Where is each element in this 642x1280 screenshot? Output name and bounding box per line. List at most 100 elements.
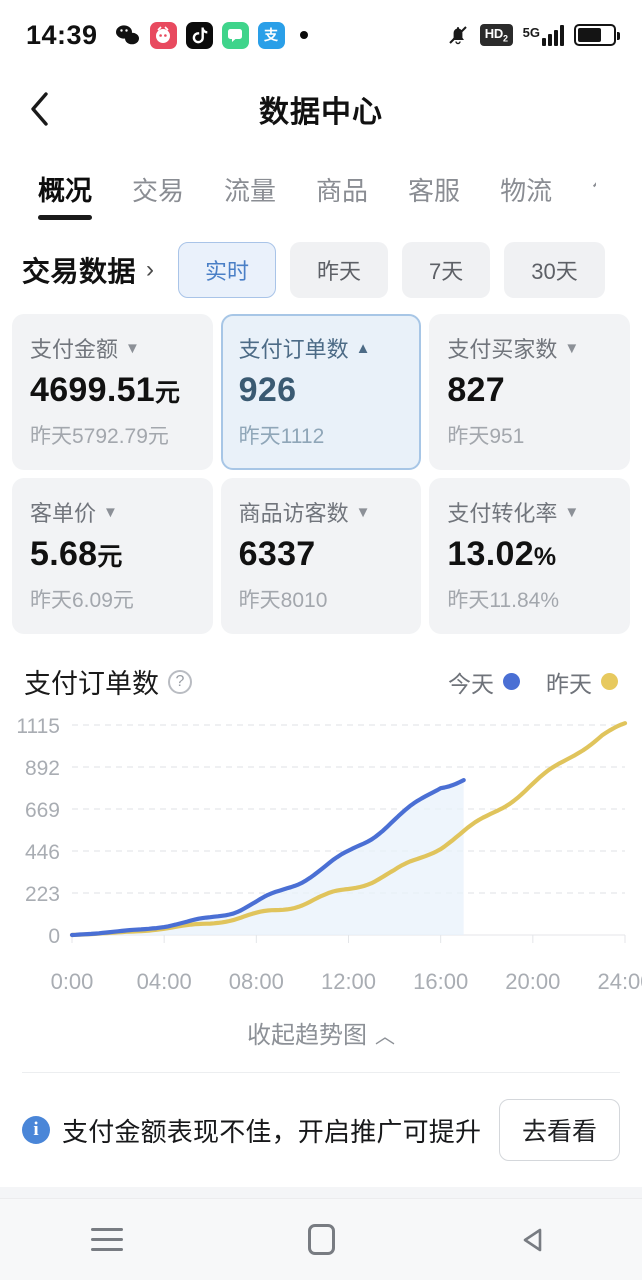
- page-title: 数据中心: [259, 96, 383, 129]
- metric-subtext: 昨天1112: [238, 425, 325, 448]
- chevron-up-icon: ︿: [375, 1026, 395, 1048]
- back-nav-button[interactable]: [475, 1225, 595, 1255]
- metric-subtext: 昨天11.84%: [447, 589, 559, 612]
- metric-value-number: 827: [447, 371, 505, 409]
- metric-value-number: 4699.51: [30, 371, 156, 409]
- metric-label: 支付买家数 ▼: [447, 332, 612, 364]
- metric-subtext: 昨天951: [447, 425, 525, 448]
- metric-label-text: 支付金额: [30, 337, 119, 362]
- metric-value-number: 13.02: [447, 535, 534, 573]
- question-mark-icon[interactable]: ?: [168, 669, 192, 694]
- status-time: 14:39: [26, 19, 98, 50]
- metric-value: 13.02%: [447, 535, 612, 574]
- caret-down-icon: ▼: [564, 503, 580, 521]
- metric-card-payment-amount[interactable]: 支付金额 ▼ 4699.51元 昨天5792.79元: [12, 314, 213, 470]
- transaction-panel: 交易数据 › 实时 昨天 7天 30天 支付金额 ▼ 4699.51元: [0, 224, 642, 1187]
- filter-30days[interactable]: 30天: [504, 242, 605, 298]
- xiaohongshu-icon: [149, 21, 177, 49]
- metric-grid: 支付金额 ▼ 4699.51元 昨天5792.79元 支付订单数 ▲ 926 昨…: [0, 314, 642, 644]
- svg-text:223: 223: [25, 883, 60, 906]
- status-app-icons: 支: [114, 21, 308, 49]
- nav-bar: 数据中心: [0, 70, 642, 148]
- home-button[interactable]: [261, 1224, 381, 1255]
- android-nav-bar: [0, 1198, 642, 1280]
- metric-card-conversion-rate[interactable]: 支付转化率 ▼ 13.02% 昨天11.84%: [429, 478, 630, 634]
- metric-card-payment-orders[interactable]: 支付订单数 ▲ 926 昨天1112: [220, 314, 422, 470]
- recents-button[interactable]: [47, 1228, 167, 1251]
- metric-subtext: 昨天8010: [238, 589, 328, 612]
- caret-down-icon: ▼: [125, 339, 140, 357]
- metric-label-text: 商品访客数: [238, 501, 349, 526]
- metric-label: 客单价 ▼: [30, 496, 195, 528]
- battery-icon: [574, 24, 620, 46]
- menu-icon: [91, 1228, 123, 1251]
- chart-plot-area: 0 223 446 669 892 1115: [0, 713, 642, 963]
- metric-label: 支付金额 ▼: [30, 332, 195, 364]
- metric-value-number: 5.68: [30, 535, 98, 573]
- filter-7days[interactable]: 7天: [402, 242, 491, 298]
- filter-realtime[interactable]: 实时: [178, 242, 277, 298]
- collapse-chart-button[interactable]: 收起趋势图 ︿: [0, 1003, 642, 1072]
- chart-title: 支付订单数: [24, 669, 159, 699]
- signal-icon: [542, 24, 564, 46]
- svg-text:892: 892: [25, 757, 60, 780]
- metric-unit: 元: [155, 379, 181, 407]
- transaction-title[interactable]: 交易数据: [22, 256, 137, 287]
- tip-message: 支付金额表现不佳，开启推广可提升: [62, 1116, 482, 1147]
- x-axis-tick-label: 12:00: [320, 969, 377, 994]
- x-axis-tick-label: 04:00: [136, 969, 192, 994]
- network-type-label: 5G: [522, 25, 540, 40]
- tab-aftersales[interactable]: 售: [572, 171, 596, 224]
- metric-label-text: 支付订单数: [238, 337, 349, 362]
- promo-tip-banner: i 支付金额表现不佳，开启推广可提升 去看看: [0, 1073, 642, 1187]
- x-axis-tick-label: 20:00: [505, 969, 561, 994]
- back-triangle-icon: [523, 1228, 542, 1251]
- go-look-button[interactable]: 去看看: [498, 1099, 620, 1161]
- x-axis-tick-label: 16:00: [413, 969, 469, 994]
- tab-logistics[interactable]: 物流: [500, 176, 553, 206]
- metric-value-number: 6337: [238, 535, 316, 573]
- filter-yesterday[interactable]: 昨天: [290, 242, 389, 298]
- status-bar: 14:39 支 HD2 5G: [0, 0, 642, 70]
- metric-card-avg-order-value[interactable]: 客单价 ▼ 5.68元 昨天6.09元: [12, 478, 213, 634]
- metric-label-text: 支付买家数: [447, 337, 558, 362]
- info-icon: i: [22, 1116, 50, 1144]
- metric-value: 926: [239, 371, 404, 410]
- metric-value-number: 926: [238, 371, 297, 409]
- metric-card-product-visitors[interactable]: 商品访客数 ▼ 6337 昨天8010: [220, 478, 422, 634]
- tab-transaction[interactable]: 交易: [132, 176, 185, 206]
- metric-label: 支付转化率 ▼: [447, 496, 612, 528]
- legend-item-today: 今天: [448, 665, 520, 699]
- tab-traffic[interactable]: 流量: [224, 176, 277, 206]
- metric-unit: %: [533, 543, 557, 571]
- tab-overview[interactable]: 概况: [18, 169, 112, 224]
- x-axis-tick-label: 08:00: [228, 969, 284, 994]
- svg-text:支: 支: [263, 27, 279, 44]
- x-axis-tick-label: 24:00: [597, 969, 642, 994]
- caret-down-icon: ▼: [564, 339, 580, 357]
- chart-legend: 今天 昨天: [448, 665, 618, 699]
- tab-product[interactable]: 商品: [316, 176, 369, 206]
- caret-down-icon: ▼: [103, 503, 118, 521]
- metric-card-payment-buyers[interactable]: 支付买家数 ▼ 827 昨天951: [429, 314, 630, 470]
- back-button[interactable]: [0, 89, 80, 129]
- chevron-right-icon[interactable]: ›: [146, 256, 155, 283]
- tab-bar: 概况 交易 流量 商品 客服 物流 售: [0, 148, 642, 224]
- metric-value: 827: [447, 371, 612, 410]
- metric-label: 商品访客数 ▼: [239, 496, 404, 528]
- legend-label: 今天: [448, 670, 494, 697]
- x-axis-tick-label: 0:00: [50, 969, 94, 994]
- section-gap: [0, 1187, 642, 1198]
- tab-service[interactable]: 客服: [408, 176, 461, 206]
- caret-down-icon: ▼: [355, 503, 371, 521]
- metric-subtext: 昨天6.09元: [30, 589, 134, 612]
- green-chat-icon: [221, 21, 249, 49]
- chart-header: 支付订单数 ? 今天 昨天: [0, 650, 642, 709]
- status-right-icons: HD2 5G: [446, 23, 620, 47]
- metric-value: 4699.51元: [30, 371, 195, 410]
- wechat-icon: [114, 22, 141, 49]
- collapse-label: 收起趋势图: [247, 1022, 367, 1049]
- transaction-header: 交易数据 › 实时 昨天 7天 30天: [0, 224, 642, 314]
- legend-item-yesterday: 昨天: [546, 665, 618, 699]
